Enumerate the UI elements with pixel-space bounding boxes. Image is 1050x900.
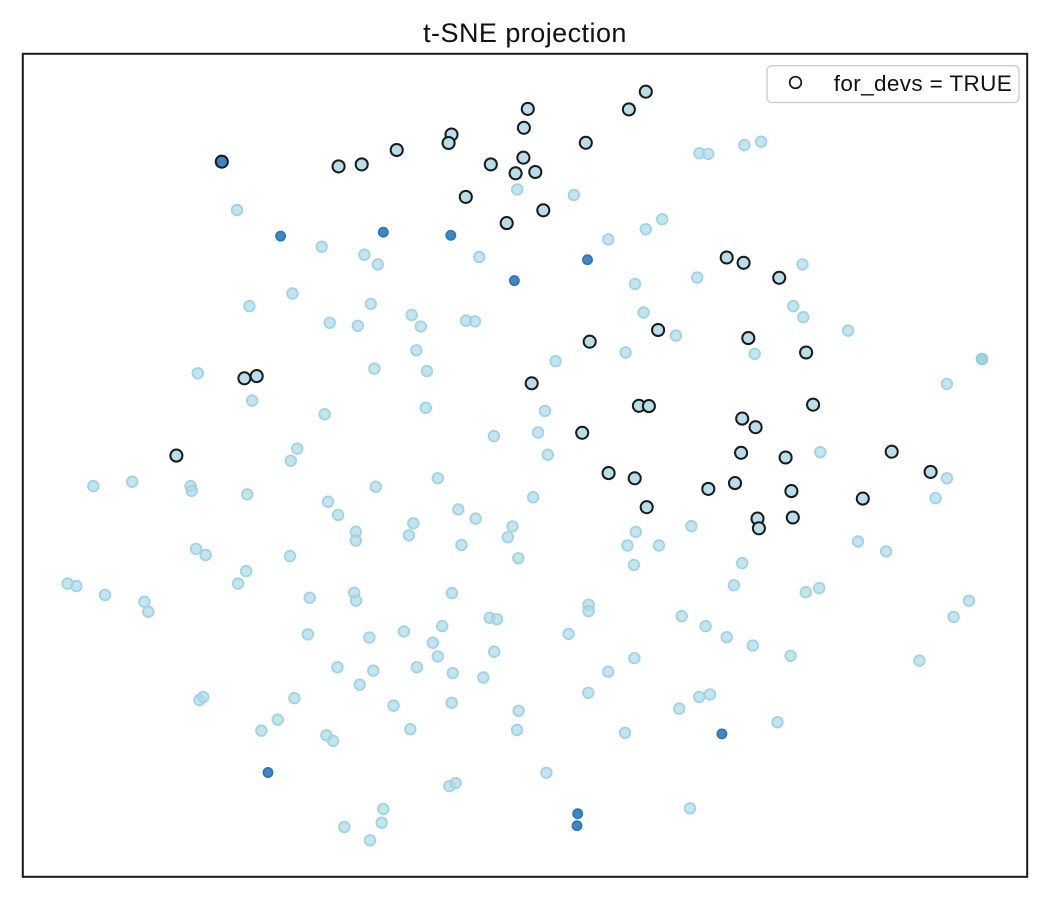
svg-text:for_devs = TRUE: for_devs = TRUE: [834, 71, 1012, 96]
svg-text:t-SNE projection: t-SNE projection: [423, 18, 627, 48]
